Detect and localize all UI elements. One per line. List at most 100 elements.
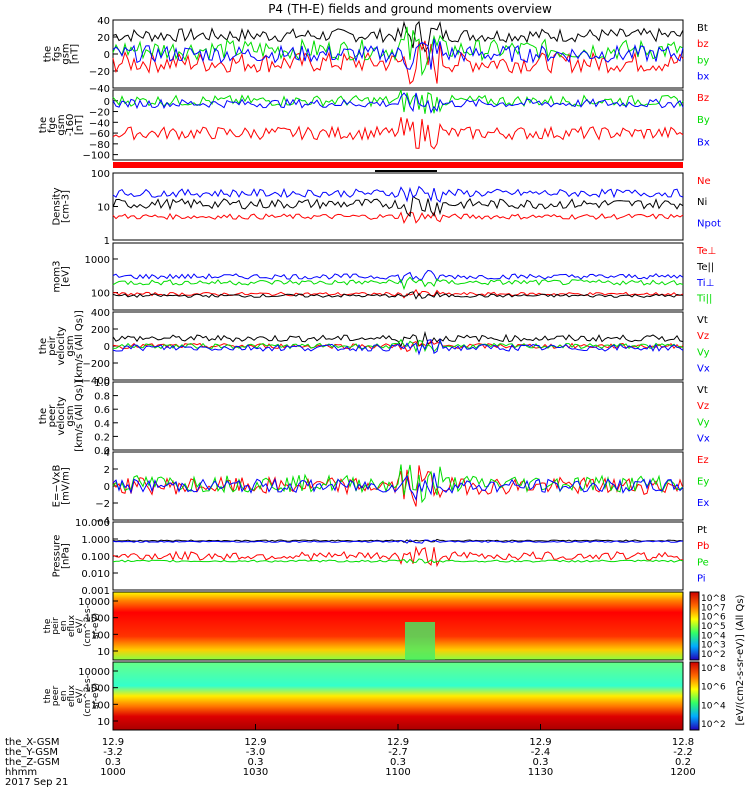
ylabel-pressure: [nPa] bbox=[61, 543, 72, 569]
ylabel-fge: -160 bbox=[65, 114, 76, 137]
legend-Vy: Vy bbox=[697, 417, 710, 428]
colorbar-tick: 10^8 bbox=[701, 664, 726, 674]
series-density-Npot bbox=[112, 185, 684, 203]
ephemeris-value: -2.7 bbox=[388, 747, 408, 758]
series-fgs-bx bbox=[112, 38, 684, 70]
legend-Ti||: Ti|| bbox=[696, 294, 712, 305]
ephemeris-value: 12.9 bbox=[102, 737, 124, 748]
ytick-label: 0 bbox=[104, 97, 110, 108]
series-temp-Te⊥ bbox=[112, 288, 684, 299]
ylabel-temp: mom3 bbox=[52, 261, 63, 293]
series-fgs-bz bbox=[112, 40, 684, 85]
panel-efield: 4 2 0 −2 −4 E=−VxB[mV/m] Ez Ey Ex bbox=[52, 448, 710, 527]
spectrogram-field bbox=[112, 591, 684, 661]
ephemeris-value: 12.8 bbox=[672, 737, 694, 748]
ylabel-peir_eflux: en bbox=[59, 620, 69, 631]
ytick-label: 0.6 bbox=[94, 405, 110, 416]
legend-Pb: Pb bbox=[697, 541, 709, 552]
ylabel-fge: gsm bbox=[56, 114, 67, 135]
ytick-label: −80 bbox=[89, 140, 110, 151]
ylabel-peer_eflux: eflux bbox=[67, 684, 77, 707]
ytick-label: 10 bbox=[97, 203, 110, 214]
legend-Vx: Vx bbox=[697, 363, 710, 374]
colorbar-tick: 10^7 bbox=[701, 603, 726, 613]
series-efield-Ey bbox=[112, 464, 684, 504]
ylabel-fge: the bbox=[38, 117, 49, 133]
ytick-label: −2 bbox=[95, 499, 110, 510]
ephemeris-value: 1100 bbox=[385, 767, 410, 778]
ytick-label: −200 bbox=[83, 359, 110, 370]
spectrogram-peer_eflux: 10000 1000 100 10 thepeerenefluxeV/(cm^2-s-s… bbox=[43, 661, 684, 731]
series-density-Ni bbox=[112, 195, 684, 218]
ephemeris-value: 0.2 bbox=[675, 757, 691, 768]
ytick-label: −40 bbox=[89, 84, 110, 95]
series-peir_vel-Vx bbox=[112, 337, 684, 356]
series-pressure-Pt bbox=[112, 538, 684, 543]
legend-Te⊥: Te⊥ bbox=[696, 246, 716, 257]
ytick-label: 0 bbox=[104, 342, 110, 353]
ytick-label: 10 bbox=[97, 717, 110, 728]
legend-Vy: Vy bbox=[697, 347, 710, 358]
date-label: 2017 Sep 21 bbox=[5, 777, 68, 788]
ephemeris-value: 1000 bbox=[100, 767, 125, 778]
ylabel-peir_vel: [km/s (All Qs)] bbox=[74, 310, 85, 382]
ylabel-fgs: [nT] bbox=[70, 44, 81, 64]
ylabel-efield: [mV/m] bbox=[61, 467, 72, 505]
ylabel-fgs: the bbox=[43, 46, 54, 62]
ytick-label: 10.000 bbox=[75, 518, 110, 529]
colorbar-tick: 10^4 bbox=[701, 631, 726, 641]
ephemeris-label: the_Y-GSM bbox=[5, 747, 58, 758]
ephemeris-value: 0.3 bbox=[105, 757, 121, 768]
ylabel-peir_eflux: peir bbox=[51, 617, 61, 635]
panel-frame-density bbox=[112, 172, 684, 241]
ylabel-peir_eflux: (cm^2-s- bbox=[83, 605, 93, 647]
ephemeris-table: the_X-GSM 12.9 12.9 12.9 12.9 12.8 the_Y-GSM -3… bbox=[5, 724, 696, 788]
legend-By: By bbox=[697, 115, 710, 126]
ytick-label: −20 bbox=[89, 67, 110, 78]
ylabel-peir_eflux: eV/ bbox=[75, 618, 85, 634]
panel-frame-efield bbox=[112, 451, 684, 521]
ytick-label: 0.2 bbox=[94, 432, 110, 443]
ephemeris-value: 0.3 bbox=[248, 757, 264, 768]
ytick-label: 10 bbox=[97, 647, 110, 658]
colorbar-tick: 10^3 bbox=[701, 641, 726, 651]
ytick-label: 4 bbox=[104, 448, 110, 459]
colorbar-tick: 10^2 bbox=[701, 720, 726, 730]
colorbar-swatch bbox=[689, 591, 700, 661]
series-fge-Bz bbox=[112, 117, 684, 150]
colorbar-tick: 10^2 bbox=[701, 650, 726, 660]
colorbar-tick: 10^4 bbox=[701, 701, 726, 711]
ephemeris-value: -3.2 bbox=[103, 747, 123, 758]
legend-Vx: Vx bbox=[697, 433, 710, 444]
ytick-label: 100 bbox=[91, 630, 110, 641]
ylabel-fge: fge bbox=[47, 117, 58, 133]
legend-Ni: Ni bbox=[697, 197, 707, 208]
ylabel-peer_vel: peer bbox=[47, 404, 58, 428]
ytick-label: −400 bbox=[83, 376, 110, 387]
legend-bz: bz bbox=[697, 39, 709, 50]
ephemeris-label: hhmm bbox=[5, 767, 37, 778]
legend-Npot: Npot bbox=[697, 218, 721, 229]
colorbar-tick: 10^5 bbox=[701, 622, 726, 632]
colorbar-tick: 10^6 bbox=[701, 683, 726, 693]
figure-title: P4 (TH-E) fields and ground moments over… bbox=[268, 2, 552, 16]
ylabel-peer_eflux: en bbox=[59, 690, 69, 701]
ylabel-peir_vel: the bbox=[38, 338, 49, 354]
ytick-label: 0.001 bbox=[81, 586, 110, 597]
series-temp-Te|| bbox=[112, 291, 684, 300]
legend-Ex: Ex bbox=[697, 498, 709, 509]
ephemeris-value: -2.4 bbox=[531, 747, 551, 758]
ylabel-density: [cm-3] bbox=[61, 190, 72, 223]
ylabel-peer_eflux: sr-eV) bbox=[91, 683, 101, 709]
colorbar-1: 10^8 10^6 10^4 10^2 bbox=[689, 661, 726, 731]
series-fgs-Bt bbox=[112, 20, 684, 53]
ephemeris-value: 12.9 bbox=[244, 737, 266, 748]
ylabel-peer_vel: the bbox=[38, 408, 49, 424]
ylabel-pressure: Pressure bbox=[52, 535, 63, 578]
ephemeris-value: -3.0 bbox=[246, 747, 266, 758]
ephemeris-label: the_Z-GSM bbox=[5, 757, 60, 768]
ylabel-peer_eflux: eV/ bbox=[75, 688, 85, 704]
